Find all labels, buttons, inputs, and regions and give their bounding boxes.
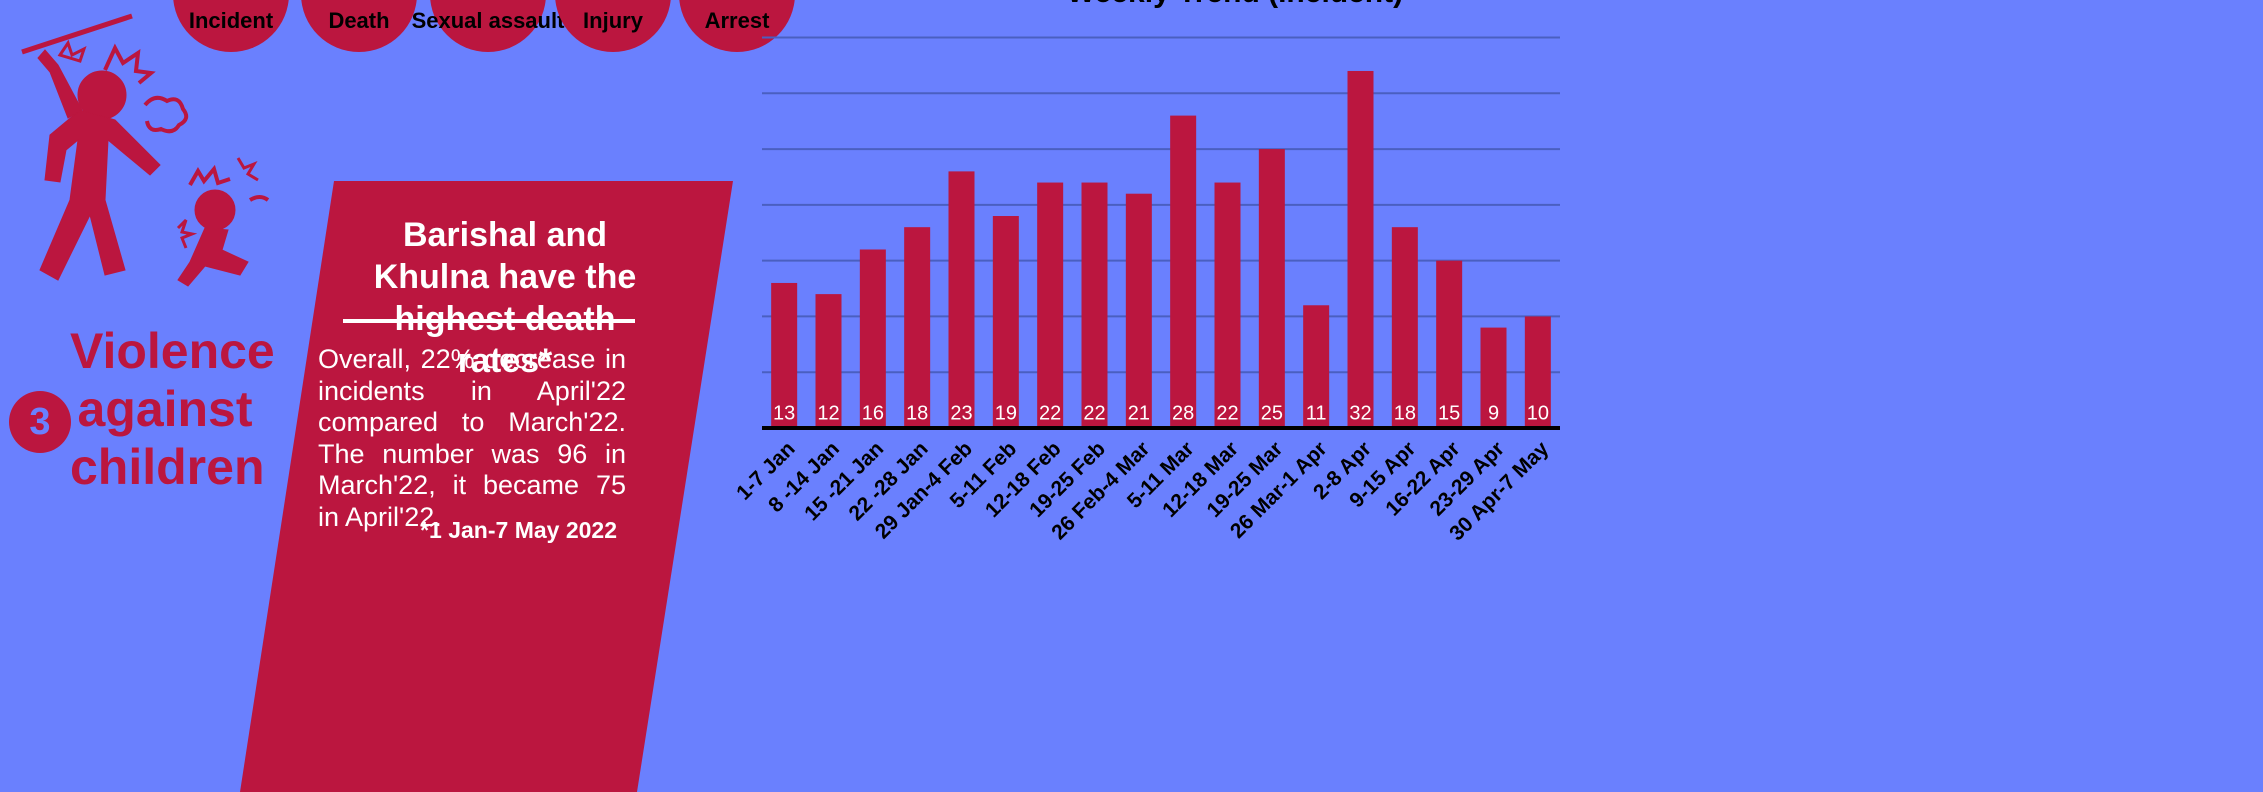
bar: [993, 216, 1019, 428]
section-number: 3: [29, 401, 50, 443]
value-label: 13: [773, 402, 795, 424]
value-label: 15: [1438, 402, 1460, 424]
value-label: 18: [1394, 402, 1416, 424]
footnote: *1 Jan-7 May 2022: [420, 517, 617, 544]
bar: [1392, 227, 1418, 428]
bar: [1348, 71, 1374, 428]
stats: Incident Death Sexual assault Injury Arrest: [173, 0, 795, 52]
bar: [949, 171, 975, 428]
infographic: 3 Incident Death Sexual assault Injury Arres…: [0, 0, 2263, 792]
stat-label: Sexual assault: [412, 8, 566, 33]
violence-icon: [22, 16, 268, 286]
stat-label: Incident: [189, 8, 274, 33]
bar: [1126, 194, 1152, 428]
value-label: 16: [862, 402, 884, 424]
value-label: 32: [1349, 402, 1371, 424]
bar: [860, 249, 886, 428]
bar: [1082, 183, 1108, 428]
stat-label: Arrest: [705, 8, 770, 33]
value-label: 12: [817, 402, 839, 424]
value-label: 18: [906, 402, 928, 424]
value-label: 11: [1306, 402, 1327, 424]
value-label: 22: [1083, 402, 1105, 424]
bar: [1037, 183, 1063, 428]
bar: [1170, 116, 1196, 428]
bar: [1215, 183, 1241, 428]
stat-label: Death: [328, 8, 389, 33]
value-label: 22: [1039, 402, 1061, 424]
value-label: 22: [1216, 402, 1238, 424]
section-title: Violence against children: [70, 322, 260, 496]
value-label: 9: [1488, 402, 1499, 424]
bar: [1259, 149, 1285, 428]
value-label: 21: [1128, 402, 1150, 424]
stat-label: Injury: [583, 8, 644, 33]
value-label: 25: [1261, 402, 1283, 424]
value-label: 19: [995, 402, 1017, 424]
value-label: 23: [950, 402, 972, 424]
bar: [904, 227, 930, 428]
chart-title: Weekly Trend (Incident): [1067, 0, 1403, 9]
value-label: 10: [1527, 402, 1549, 424]
value-label: 28: [1172, 402, 1194, 424]
callout-body: Overall, 22% decrease in incidents in Ap…: [318, 344, 626, 533]
